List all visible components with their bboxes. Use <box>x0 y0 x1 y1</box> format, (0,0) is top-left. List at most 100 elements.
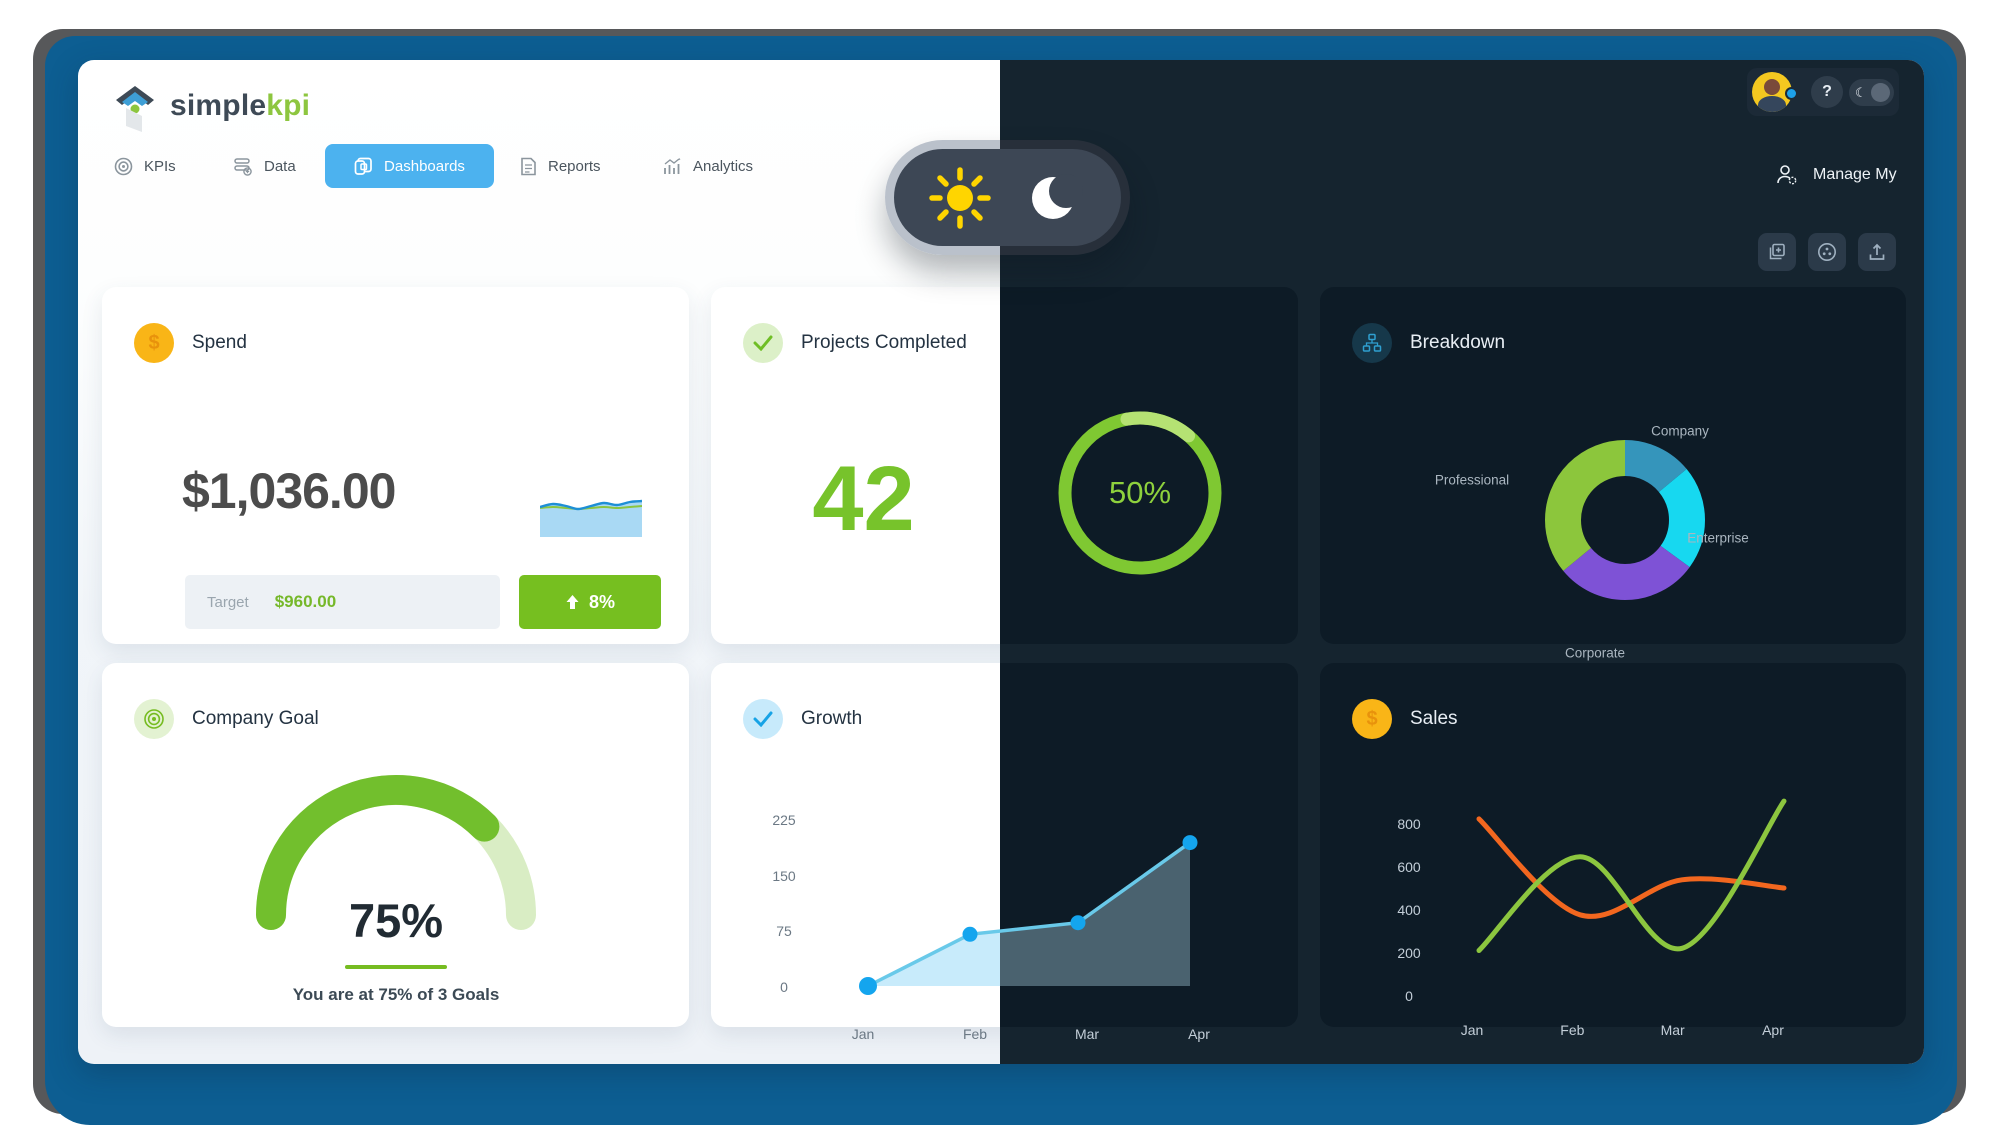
dollar-coin-icon: $ <box>134 323 174 363</box>
tick-label: 0 <box>780 978 788 995</box>
palette-icon <box>1818 243 1836 261</box>
brand-name: simplekpi <box>170 89 311 122</box>
nav-item-analytics[interactable]: Analytics <box>663 144 753 188</box>
goal-underline <box>345 965 447 969</box>
check-circle-icon <box>743 323 783 363</box>
simplekpi-logo-icon <box>116 86 154 132</box>
add-widget-button[interactable] <box>1758 233 1796 271</box>
manage-my-label: Manage My <box>1813 166 1897 183</box>
tick-label: 800 <box>1397 816 1421 832</box>
manage-users-icon <box>1777 165 1797 185</box>
donut-label-enterprise: Enterprise <box>1687 530 1749 546</box>
target-value: $960.00 <box>274 592 337 611</box>
card-title: Company Goal <box>192 708 319 729</box>
ring-percent-label: 50% <box>1108 475 1172 510</box>
tick-label: 75 <box>776 923 792 940</box>
nav-label: Reports <box>548 157 601 175</box>
help-button[interactable]: ? <box>1811 76 1843 108</box>
switch-knob <box>1871 83 1890 102</box>
tick-label: Feb <box>962 1026 988 1042</box>
nav-item-dashboards[interactable]: Dashboards <box>325 144 494 188</box>
manage-my-link[interactable]: Manage My <box>1775 163 1897 187</box>
donut-label-professional: Professional <box>1434 472 1510 488</box>
sales-y-axis: 800 600 400 200 0 <box>1378 816 1426 1004</box>
dark-theme-half: simplekpi KPIs Data Dashboards Repo <box>1000 60 1924 1064</box>
analytics-icon <box>664 157 681 174</box>
tick-label: Apr <box>1188 1026 1210 1042</box>
sun-icon <box>929 167 991 229</box>
projects-ring-chart: 50% <box>1055 408 1225 578</box>
target-icon <box>134 699 174 739</box>
breakdown-donut-chart <box>1535 430 1715 610</box>
theme-toggle[interactable] <box>885 140 1130 255</box>
sales-x-axis: Jan Feb Mar Apr <box>1455 1022 1790 1038</box>
online-status-dot <box>1785 87 1798 100</box>
donut-label-company: Company <box>1651 423 1709 439</box>
app-logo[interactable]: simplekpi <box>112 78 310 134</box>
tick-label: 0 <box>1405 988 1413 1004</box>
theme-palette-button[interactable] <box>1808 233 1846 271</box>
card-spend: $ Spend $1,036.00 Target $960.00 8% <box>102 287 689 644</box>
card-company-goal: Company Goal 75% You are at 75% of 3 Goa… <box>102 663 689 1027</box>
growth-y-axis: 225 150 75 0 <box>759 812 801 995</box>
moon-icon: ☾ <box>1855 85 1867 100</box>
tick-label: Apr <box>1762 1022 1784 1038</box>
hierarchy-icon <box>1352 323 1392 363</box>
check-circle-icon <box>743 699 783 739</box>
nav-label: KPIs <box>144 157 176 175</box>
data-icon <box>234 157 252 176</box>
spend-target: Target $960.00 <box>185 575 500 629</box>
tick-label: Mar <box>1074 1026 1100 1042</box>
delta-value: 8% <box>588 591 615 612</box>
export-button[interactable] <box>1858 233 1896 271</box>
kpis-icon <box>114 157 133 175</box>
export-icon <box>1869 243 1885 260</box>
tick-label: Jan <box>1460 1022 1484 1038</box>
user-avatar[interactable] <box>1752 72 1792 112</box>
nav-item-reports[interactable]: Reports <box>520 144 601 188</box>
tick-label: 600 <box>1397 859 1421 875</box>
sales-line-chart <box>1476 798 1787 953</box>
spend-delta-badge: 8% <box>519 575 661 629</box>
goal-subtitle: You are at 75% of 3 Goals <box>292 985 500 1004</box>
card-title: Spend <box>192 332 247 353</box>
help-label: ? <box>1822 83 1832 100</box>
nav-item-kpis[interactable]: KPIs <box>114 144 176 188</box>
tick-label: 200 <box>1397 945 1421 961</box>
tick-label: Feb <box>1560 1022 1585 1038</box>
card-projects-completed: Projects Completed 42 50% <box>1000 287 1298 644</box>
arrow-up-icon <box>566 595 579 609</box>
card-title: Sales <box>1410 708 1458 729</box>
spend-sparkline-chart <box>540 499 642 537</box>
nav-label: Analytics <box>693 157 754 175</box>
goal-gauge-chart <box>251 770 541 930</box>
tick-label: 400 <box>1397 902 1421 918</box>
add-widget-icon <box>1769 243 1785 260</box>
nav-item-data[interactable]: Data <box>234 144 296 188</box>
tick-label: 225 <box>772 812 796 828</box>
moon-icon <box>1032 174 1083 219</box>
dashboards-icon <box>354 157 372 175</box>
reports-icon <box>521 157 536 175</box>
card-title: Growth <box>801 708 863 729</box>
projects-count: 42 <box>812 448 915 550</box>
card-title: Projects Completed <box>801 332 967 353</box>
tick-label: 150 <box>772 867 796 884</box>
dark-mode-switch[interactable]: ☾ <box>1849 79 1894 106</box>
tick-label: Jan <box>851 1026 875 1042</box>
growth-area-chart <box>1000 835 1198 986</box>
card-title: Breakdown <box>1410 332 1506 353</box>
card-breakdown: Breakdown Company Enterprise Corporate P… <box>1320 287 1906 661</box>
spend-value: $1,036.00 <box>182 463 396 519</box>
tick-label: Mar <box>1660 1022 1685 1038</box>
card-sales: $ Sales 800 600 400 200 0 Jan Feb Mar Apr <box>1320 663 1906 1038</box>
dollar-coin-icon: $ <box>1352 699 1392 739</box>
goal-percent: 75% <box>348 894 444 947</box>
target-label: Target <box>207 593 249 611</box>
app-window: simplekpi KPIs Data Dashboards Repo <box>78 60 1924 1064</box>
nav-label: Dashboards <box>384 157 465 175</box>
donut-label-corporate: Corporate <box>1564 645 1626 661</box>
